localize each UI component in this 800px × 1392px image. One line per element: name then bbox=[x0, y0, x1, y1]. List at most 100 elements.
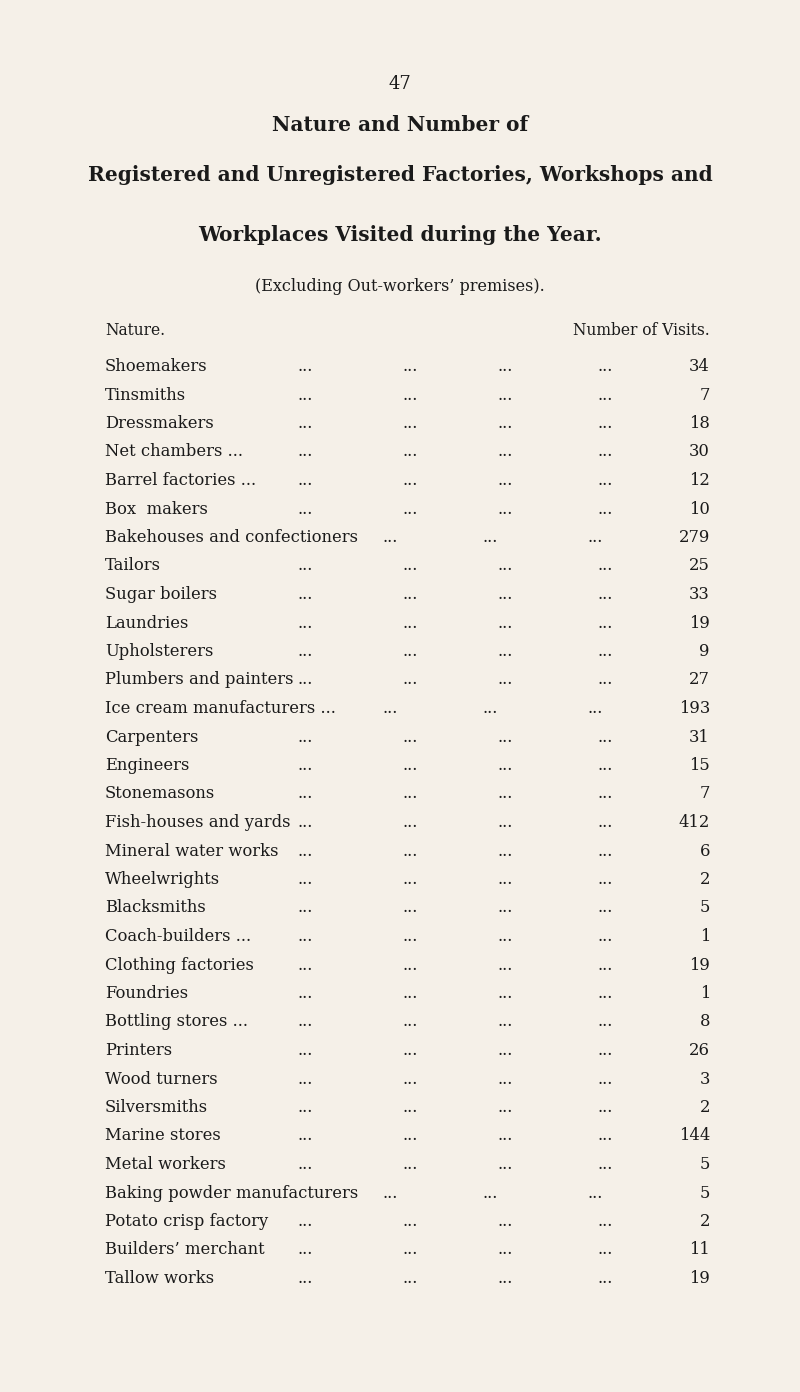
Text: ...: ... bbox=[598, 785, 613, 803]
Text: ...: ... bbox=[598, 956, 613, 973]
Text: Bakehouses and confectioners: Bakehouses and confectioners bbox=[105, 529, 358, 546]
Text: ...: ... bbox=[402, 1270, 418, 1288]
Text: ...: ... bbox=[402, 928, 418, 945]
Text: Foundries: Foundries bbox=[105, 986, 188, 1002]
Text: (Excluding Out-workers’ premises).: (Excluding Out-workers’ premises). bbox=[255, 278, 545, 295]
Text: 2: 2 bbox=[699, 1212, 710, 1231]
Text: ...: ... bbox=[498, 728, 513, 746]
Text: 2: 2 bbox=[699, 871, 710, 888]
Text: 31: 31 bbox=[690, 728, 710, 746]
Text: Dressmakers: Dressmakers bbox=[105, 415, 214, 432]
Text: 5: 5 bbox=[700, 899, 710, 916]
Text: ...: ... bbox=[498, 1013, 513, 1030]
Text: ...: ... bbox=[402, 1100, 418, 1116]
Text: Number of Visits.: Number of Visits. bbox=[574, 322, 710, 340]
Text: Marine stores: Marine stores bbox=[105, 1128, 221, 1144]
Text: ...: ... bbox=[498, 928, 513, 945]
Text: ...: ... bbox=[402, 986, 418, 1002]
Text: Mineral water works: Mineral water works bbox=[105, 842, 278, 859]
Text: 1: 1 bbox=[700, 928, 710, 945]
Text: ...: ... bbox=[598, 1155, 613, 1173]
Text: ...: ... bbox=[498, 472, 513, 489]
Text: ...: ... bbox=[402, 643, 418, 660]
Text: ...: ... bbox=[298, 472, 313, 489]
Text: 7: 7 bbox=[700, 785, 710, 803]
Text: ...: ... bbox=[402, 1043, 418, 1059]
Text: ...: ... bbox=[382, 529, 398, 546]
Text: ...: ... bbox=[298, 1155, 313, 1173]
Text: ...: ... bbox=[382, 700, 398, 717]
Text: ...: ... bbox=[298, 1128, 313, 1144]
Text: ...: ... bbox=[298, 899, 313, 916]
Text: ...: ... bbox=[598, 1043, 613, 1059]
Text: ...: ... bbox=[598, 728, 613, 746]
Text: ...: ... bbox=[598, 757, 613, 774]
Text: ...: ... bbox=[598, 842, 613, 859]
Text: ...: ... bbox=[402, 586, 418, 603]
Text: 12: 12 bbox=[689, 472, 710, 489]
Text: ...: ... bbox=[402, 1013, 418, 1030]
Text: ...: ... bbox=[498, 586, 513, 603]
Text: 11: 11 bbox=[690, 1242, 710, 1258]
Text: ...: ... bbox=[498, 956, 513, 973]
Text: 193: 193 bbox=[678, 700, 710, 717]
Text: ...: ... bbox=[402, 757, 418, 774]
Text: ...: ... bbox=[498, 757, 513, 774]
Text: ...: ... bbox=[298, 785, 313, 803]
Text: Wood turners: Wood turners bbox=[105, 1070, 218, 1087]
Text: ...: ... bbox=[402, 415, 418, 432]
Text: 19: 19 bbox=[689, 956, 710, 973]
Text: Net chambers ...: Net chambers ... bbox=[105, 444, 243, 461]
Text: ...: ... bbox=[598, 501, 613, 518]
Text: ...: ... bbox=[598, 1212, 613, 1231]
Text: ...: ... bbox=[402, 814, 418, 831]
Text: ...: ... bbox=[587, 529, 602, 546]
Text: Stonemasons: Stonemasons bbox=[105, 785, 215, 803]
Text: ...: ... bbox=[482, 529, 498, 546]
Text: ...: ... bbox=[402, 785, 418, 803]
Text: Nature and Number of: Nature and Number of bbox=[272, 116, 528, 135]
Text: Metal workers: Metal workers bbox=[105, 1155, 226, 1173]
Text: ...: ... bbox=[298, 1070, 313, 1087]
Text: ...: ... bbox=[598, 1242, 613, 1258]
Text: Silversmiths: Silversmiths bbox=[105, 1100, 208, 1116]
Text: Wheelwrights: Wheelwrights bbox=[105, 871, 220, 888]
Text: ...: ... bbox=[498, 558, 513, 575]
Text: ...: ... bbox=[498, 1212, 513, 1231]
Text: ...: ... bbox=[498, 1242, 513, 1258]
Text: ...: ... bbox=[598, 986, 613, 1002]
Text: ...: ... bbox=[498, 842, 513, 859]
Text: Potato crisp factory: Potato crisp factory bbox=[105, 1212, 268, 1231]
Text: ...: ... bbox=[402, 1128, 418, 1144]
Text: Builders’ merchant: Builders’ merchant bbox=[105, 1242, 265, 1258]
Text: ...: ... bbox=[402, 558, 418, 575]
Text: ...: ... bbox=[498, 358, 513, 374]
Text: ...: ... bbox=[598, 899, 613, 916]
Text: ...: ... bbox=[298, 614, 313, 632]
Text: ...: ... bbox=[498, 1270, 513, 1288]
Text: ...: ... bbox=[298, 387, 313, 404]
Text: Tailors: Tailors bbox=[105, 558, 161, 575]
Text: Bottling stores ...: Bottling stores ... bbox=[105, 1013, 248, 1030]
Text: Laundries: Laundries bbox=[105, 614, 188, 632]
Text: Baking powder manufacturers: Baking powder manufacturers bbox=[105, 1185, 358, 1201]
Text: Nature.: Nature. bbox=[105, 322, 165, 340]
Text: 144: 144 bbox=[678, 1128, 710, 1144]
Text: ...: ... bbox=[598, 1070, 613, 1087]
Text: 3: 3 bbox=[700, 1070, 710, 1087]
Text: ...: ... bbox=[498, 785, 513, 803]
Text: ...: ... bbox=[498, 387, 513, 404]
Text: ...: ... bbox=[498, 614, 513, 632]
Text: ...: ... bbox=[298, 871, 313, 888]
Text: 2: 2 bbox=[699, 1100, 710, 1116]
Text: ...: ... bbox=[598, 643, 613, 660]
Text: ...: ... bbox=[482, 700, 498, 717]
Text: 7: 7 bbox=[700, 387, 710, 404]
Text: ...: ... bbox=[498, 501, 513, 518]
Text: Tallow works: Tallow works bbox=[105, 1270, 214, 1288]
Text: ...: ... bbox=[298, 986, 313, 1002]
Text: ...: ... bbox=[298, 444, 313, 461]
Text: ...: ... bbox=[402, 1155, 418, 1173]
Text: ...: ... bbox=[598, 614, 613, 632]
Text: ...: ... bbox=[402, 501, 418, 518]
